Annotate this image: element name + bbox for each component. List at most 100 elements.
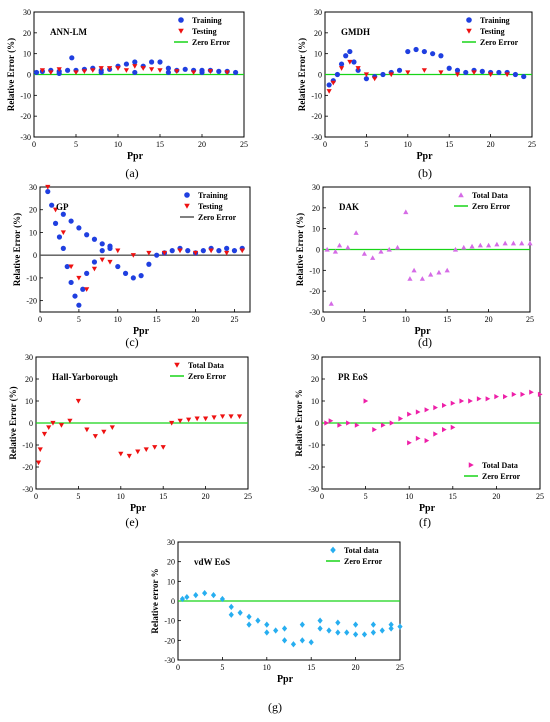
chart-2-legend-label: Zero Error (198, 213, 237, 222)
chart-0-point (199, 69, 205, 76)
chart-0-point (233, 69, 239, 76)
chart-2-point (76, 275, 82, 281)
chart-5-point (433, 431, 438, 437)
chart-5-point (407, 411, 412, 417)
chart-2-legend-swatch (184, 192, 190, 198)
chart-6-point (228, 603, 234, 611)
chart-4-point (169, 420, 175, 426)
chart-0-ytick-label: -10 (20, 91, 31, 100)
chart-4-point (126, 453, 132, 459)
chart-5-point (363, 398, 369, 404)
chart-3-point (510, 240, 517, 246)
chart-6-legend-label: Zero Error (344, 557, 383, 566)
chart-0-point (174, 69, 180, 74)
chart-6-point (264, 629, 270, 636)
caption-c: (c) (125, 335, 139, 349)
chart-1-xtick-label: 0 (323, 140, 327, 149)
chart-0-point (107, 66, 113, 71)
chart-0-point (157, 59, 163, 65)
chart-3-point (452, 246, 459, 252)
chart-1-legend-swatch (466, 28, 472, 34)
chart-3-point (394, 244, 401, 250)
chart-5-ytick-label: -30 (308, 485, 319, 494)
chart-2-point (224, 250, 230, 256)
chart-2-point (45, 188, 51, 195)
chart-2-point (185, 248, 191, 254)
chart-1-point (521, 73, 527, 80)
chart-6-point (299, 637, 305, 644)
chart-5-legend-label: Zero Error (482, 472, 521, 481)
chart-0-point (224, 70, 230, 76)
chart-0-point (98, 69, 104, 76)
chart-0-point (140, 66, 146, 71)
chart-1-point (326, 82, 332, 88)
chart-2-point (154, 252, 160, 258)
chart-5-legend-box (460, 459, 538, 485)
chart-0-xtick-label: 25 (240, 140, 248, 149)
chart-1-point (454, 72, 461, 78)
chart-2-point (56, 234, 63, 240)
chart-3-point (419, 276, 425, 281)
chart-5-point (389, 420, 395, 426)
chart-2-point (177, 248, 183, 254)
chart-3-point (403, 209, 409, 215)
chart-6-xtick-label: 10 (263, 663, 271, 672)
chart-1-point (446, 65, 452, 71)
chart-3-ytick-label: 30 (312, 183, 320, 192)
chart-0-point (65, 67, 71, 73)
chart-ann-lm: 0 5 10 15 20 25 -30 -20 -10 0 10 20 30 Ppr Relative Er… (6, 8, 248, 162)
chart-0-legend-label: Testing (192, 27, 217, 36)
chart-1-ylabel: Relative Error (%) (297, 38, 307, 111)
chart-4-point (67, 418, 73, 424)
chart-2-legend-swatch (184, 203, 190, 209)
chart-2-xlabel: Ppr (133, 326, 150, 337)
chart-1-title: GMDH (341, 27, 370, 37)
chart-6-ylabel: Relative error % (150, 568, 160, 633)
chart-0-point (39, 68, 45, 73)
chart-gp: 0 5 10 15 20 25 -20 -10 0 10 20 30 Ppr Relative Error… (12, 183, 251, 337)
chart-6-point (308, 639, 314, 646)
chart-3-xtick-label: 20 (485, 315, 493, 324)
chart-1-point (343, 53, 349, 59)
chart-2-ytick-label: 0 (33, 251, 37, 260)
chart-5-point (328, 418, 334, 424)
chart-5-ytick-label: 10 (311, 397, 319, 406)
chart-2-xtick-label: 15 (153, 315, 161, 324)
chart-0-point (149, 67, 155, 72)
chart-3-point (328, 301, 334, 306)
caption-f: (f) (419, 515, 431, 529)
chart-6-xtick-label: 5 (220, 663, 224, 672)
chart-2-xtick-label: 0 (38, 315, 42, 324)
chart-5-ytick-label: -20 (308, 463, 319, 472)
caption-g: (g) (268, 700, 282, 714)
chart-0-point (115, 66, 121, 71)
chart-2-point (68, 218, 74, 224)
chart-4-ylabel: Relative Error (%) (8, 386, 18, 459)
chart-0-point (216, 68, 222, 74)
chart-6-point (281, 625, 288, 632)
chart-2-point (122, 270, 129, 276)
chart-3-legend-label: Zero Error (472, 202, 511, 211)
chart-4-legend-label: Total Data (188, 361, 224, 370)
chart-2-point (99, 248, 105, 254)
chart-6-ytick-label: 10 (167, 577, 175, 586)
chart-1-point (396, 67, 403, 73)
chart-3-point (378, 248, 384, 254)
chart-4-ytick-label: 20 (25, 375, 33, 384)
chart-3-point (444, 267, 450, 273)
chart-4-point (37, 447, 43, 452)
chart-5-point (476, 396, 482, 402)
chart-2-point (216, 248, 222, 254)
chart-3-xtick-label: 15 (443, 315, 451, 324)
chart-4-ytick-label: -10 (22, 441, 33, 450)
chart-0-point (69, 55, 75, 61)
chart-4-point (177, 418, 183, 424)
chart-2-point (80, 286, 86, 292)
chart-2-point (91, 266, 98, 272)
chart-6-point (210, 591, 217, 599)
chart-2-point (76, 225, 82, 231)
chart-1-xtick-label: 10 (404, 140, 412, 149)
chart-4-title: Hall-Yarborough (52, 372, 118, 382)
chart-1-point (355, 66, 361, 71)
chart-0-xtick-label: 5 (74, 140, 78, 149)
